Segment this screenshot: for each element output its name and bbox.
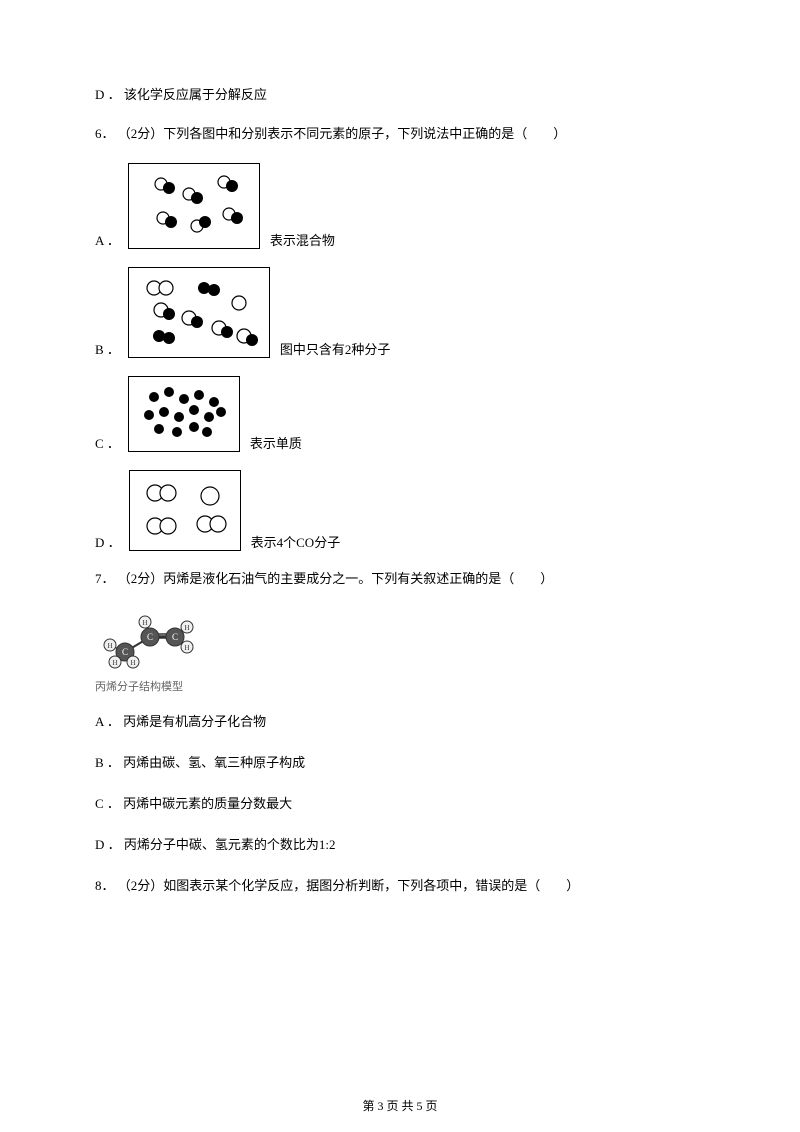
q6-option-d: D ． 表示4个CO分子	[95, 470, 705, 551]
svg-text:H: H	[184, 624, 189, 632]
svg-text:H: H	[184, 644, 189, 652]
option-suffix: 表示4个CO分子	[251, 532, 341, 551]
propene-model: CCCHHHHHH	[95, 607, 705, 676]
svg-text:H: H	[142, 619, 147, 627]
svg-text:C: C	[172, 632, 178, 642]
svg-text:H: H	[130, 659, 135, 667]
option-label: C ．	[95, 433, 120, 452]
option-label: B ．	[95, 339, 120, 358]
molecule-diagram-a	[128, 163, 260, 249]
svg-text:C: C	[147, 632, 153, 642]
svg-text:H: H	[107, 642, 112, 650]
q7-option-d: D ． 丙烯分子中碳、氢元素的个数比为1:2	[95, 835, 705, 856]
q7-text: 7． （2分）丙烯是液化石油气的主要成分之一。下列有关叙述正确的是（ ）	[95, 569, 705, 590]
molecule-diagram-c	[128, 376, 240, 452]
q7-option-b: B ． 丙烯由碳、氢、氧三种原子构成	[95, 753, 705, 774]
page-footer: 第 3 页 共 5 页	[0, 1097, 800, 1114]
q6-option-c: C ． 表示单质	[95, 376, 705, 452]
q5-option-d: D ． 该化学反应属于分解反应	[95, 85, 705, 106]
svg-text:H: H	[112, 659, 117, 667]
molecule-diagram-d	[129, 470, 241, 551]
q6-option-b: B ． 图中只含有2种分子	[95, 267, 705, 358]
option-suffix: 图中只含有2种分子	[280, 339, 391, 358]
q6-option-a: A ． 表示混合物	[95, 163, 705, 249]
q7-option-a: A ． 丙烯是有机高分子化合物	[95, 712, 705, 733]
q6-text: 6． （2分）下列各图中和分别表示不同元素的原子，下列说法中正确的是（ ）	[95, 124, 705, 145]
option-label: A ．	[95, 230, 120, 249]
molecule-diagram-b	[128, 267, 270, 358]
svg-text:C: C	[122, 647, 128, 657]
q7-option-c: C ． 丙烯中碳元素的质量分数最大	[95, 794, 705, 815]
q8-text: 8． （2分）如图表示某个化学反应，据图分析判断，下列各项中，错误的是（ ）	[95, 876, 705, 897]
option-label: D ．	[95, 532, 121, 551]
propene-caption: 丙烯分子结构模型	[95, 678, 705, 694]
option-suffix: 表示混合物	[270, 230, 335, 249]
option-suffix: 表示单质	[250, 433, 302, 452]
